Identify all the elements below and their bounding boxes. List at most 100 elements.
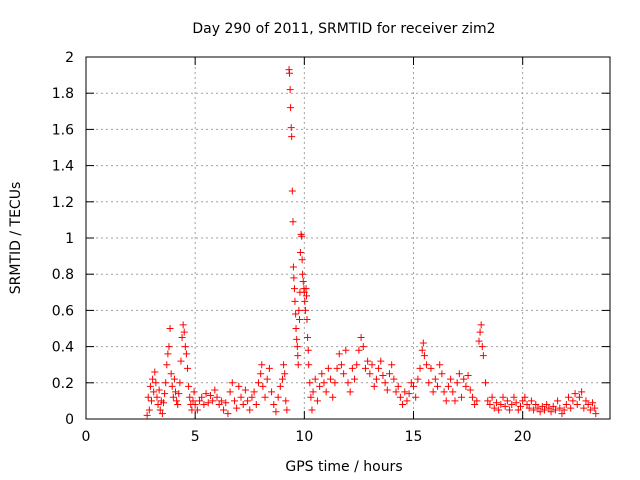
data-point xyxy=(294,361,302,369)
data-point xyxy=(287,104,295,112)
data-point xyxy=(558,410,566,418)
data-point xyxy=(567,404,575,412)
data-point xyxy=(250,388,258,396)
data-point xyxy=(410,382,417,390)
data-point xyxy=(146,382,154,390)
data-point xyxy=(181,343,189,351)
data-point xyxy=(458,393,466,401)
data-point xyxy=(152,379,160,387)
data-point xyxy=(497,401,505,409)
data-point xyxy=(193,406,201,414)
data-point xyxy=(488,393,496,401)
data-point xyxy=(149,375,157,383)
x-tick-label: 15 xyxy=(405,429,423,445)
data-point xyxy=(144,393,152,401)
data-point xyxy=(296,315,304,323)
data-point xyxy=(396,393,404,401)
data-point xyxy=(427,364,435,372)
data-point xyxy=(224,410,232,418)
data-point xyxy=(573,401,581,409)
data-point xyxy=(392,388,400,396)
data-point xyxy=(510,393,518,401)
data-point xyxy=(449,388,457,396)
data-point xyxy=(230,397,238,405)
x-tick-label: 0 xyxy=(82,429,91,445)
y-tick-label: 1.2 xyxy=(52,195,74,211)
data-point xyxy=(299,277,307,285)
data-point xyxy=(575,393,583,401)
data-point xyxy=(554,397,562,405)
data-point xyxy=(280,361,288,369)
data-point xyxy=(217,397,225,405)
data-point xyxy=(499,393,507,401)
data-point xyxy=(434,382,442,390)
data-point xyxy=(190,388,198,396)
data-point xyxy=(525,404,533,412)
data-point xyxy=(344,379,352,387)
data-point xyxy=(385,370,393,378)
data-point xyxy=(429,388,437,396)
data-point xyxy=(191,401,199,409)
data-point xyxy=(436,361,444,369)
data-point xyxy=(246,406,254,414)
data-point xyxy=(164,350,172,358)
data-point xyxy=(451,397,459,405)
y-tick-label: 1.8 xyxy=(52,86,74,102)
data-point xyxy=(283,406,291,414)
data-point xyxy=(158,410,166,418)
data-point xyxy=(244,397,252,405)
y-tick-label: 0 xyxy=(65,412,74,428)
data-point xyxy=(519,397,527,405)
data-point xyxy=(508,401,516,409)
data-point xyxy=(464,372,472,380)
x-tick-label: 10 xyxy=(295,429,313,445)
data-points xyxy=(143,66,600,419)
data-point xyxy=(438,370,446,378)
data-point xyxy=(331,379,339,387)
data-point xyxy=(226,388,234,396)
data-point xyxy=(270,401,278,409)
data-point xyxy=(431,375,439,383)
data-point xyxy=(252,401,260,409)
data-point xyxy=(295,306,303,314)
data-point xyxy=(302,285,310,293)
data-point xyxy=(551,406,559,414)
y-tick-label: 2 xyxy=(65,50,74,66)
data-point xyxy=(162,379,170,387)
data-point xyxy=(292,325,300,332)
data-point xyxy=(299,270,307,278)
data-point xyxy=(401,388,409,396)
data-point xyxy=(414,375,422,383)
data-point xyxy=(521,393,529,401)
data-point xyxy=(222,399,230,407)
data-point xyxy=(468,393,476,401)
data-point xyxy=(228,379,236,387)
data-point xyxy=(213,393,221,401)
data-point xyxy=(311,375,319,383)
data-point xyxy=(154,401,162,409)
data-point xyxy=(305,361,313,369)
data-point xyxy=(268,388,276,396)
data-point xyxy=(375,364,383,372)
data-point xyxy=(351,375,359,383)
data-point xyxy=(292,310,300,318)
data-point xyxy=(425,379,433,387)
data-point xyxy=(298,256,306,264)
data-point xyxy=(586,406,594,414)
data-point xyxy=(420,352,428,360)
data-point xyxy=(377,357,385,365)
data-point xyxy=(569,397,577,405)
data-point xyxy=(381,379,389,387)
data-point xyxy=(272,408,280,416)
data-point xyxy=(394,382,402,390)
data-point xyxy=(175,390,183,398)
data-point xyxy=(294,352,302,360)
grid-lines xyxy=(86,57,610,419)
y-tick-label: 0.2 xyxy=(52,376,74,392)
data-point xyxy=(215,401,223,409)
data-point xyxy=(155,386,163,394)
data-point xyxy=(196,397,204,405)
data-point xyxy=(287,124,295,132)
data-point xyxy=(248,393,256,401)
data-point xyxy=(178,334,186,342)
